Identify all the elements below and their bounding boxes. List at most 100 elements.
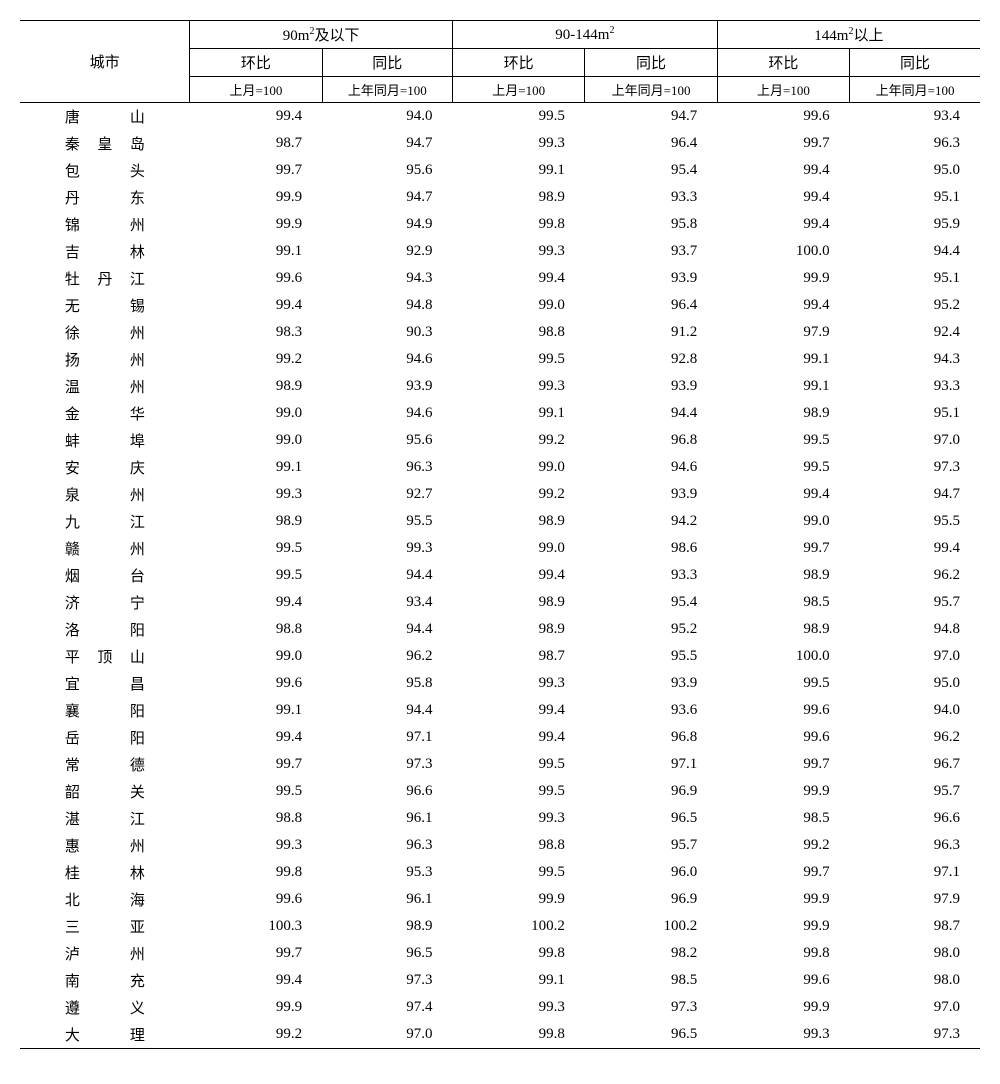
data-cell: 94.7 [585,103,717,131]
subheader-tongbi-2: 上年同月=100 [585,77,717,103]
city-name-label: 秦皇岛 [65,133,145,154]
data-cell: 93.3 [850,373,980,400]
data-cell: 95.2 [850,292,980,319]
data-cell: 93.4 [322,589,452,616]
table-row: 三 亚100.398.9100.2100.299.998.7 [20,913,980,940]
table-row: 湛 江98.896.199.396.598.596.6 [20,805,980,832]
data-cell: 99.6 [190,670,322,697]
data-cell: 98.7 [452,643,584,670]
data-cell: 99.3 [452,805,584,832]
data-cell: 99.4 [190,292,322,319]
city-name-label: 南 充 [65,970,145,991]
table-row: 吉 林99.192.999.393.7100.094.4 [20,238,980,265]
table-header: 城市 90m2及以下 90-144m2 144m2以上 环比 同比 环比 同比 … [20,21,980,103]
data-cell: 99.5 [452,103,584,131]
city-name-label: 三 亚 [65,916,145,937]
data-cell: 94.6 [585,454,717,481]
data-cell: 99.3 [452,130,584,157]
city-cell: 徐 州 [20,319,190,346]
data-cell: 94.3 [322,265,452,292]
table-row: 安 庆99.196.399.094.699.597.3 [20,454,980,481]
data-cell: 99.6 [717,697,849,724]
header-group-90-144: 90-144m2 [452,21,717,49]
header-group-144above: 144m2以上 [717,21,980,49]
data-cell: 100.0 [717,238,849,265]
data-cell: 100.2 [585,913,717,940]
data-cell: 96.7 [850,751,980,778]
city-name-label: 无 锡 [65,295,145,316]
data-cell: 94.0 [850,697,980,724]
header-group-90below: 90m2及以下 [190,21,453,49]
data-cell: 95.4 [585,157,717,184]
data-cell: 98.2 [585,940,717,967]
city-cell: 惠 州 [20,832,190,859]
table-row: 温 州98.993.999.393.999.193.3 [20,373,980,400]
data-cell: 99.9 [717,886,849,913]
city-cell: 南 充 [20,967,190,994]
data-cell: 99.5 [452,859,584,886]
table-row: 九 江98.995.598.994.299.095.5 [20,508,980,535]
city-cell: 金 华 [20,400,190,427]
data-cell: 97.3 [585,994,717,1021]
data-cell: 99.0 [190,400,322,427]
data-cell: 98.5 [717,589,849,616]
data-cell: 96.5 [585,805,717,832]
city-name-label: 平顶山 [65,646,145,667]
data-cell: 95.1 [850,400,980,427]
data-cell: 99.5 [190,535,322,562]
data-cell: 98.0 [850,967,980,994]
data-cell: 99.3 [190,832,322,859]
data-cell: 99.2 [717,832,849,859]
data-cell: 93.9 [322,373,452,400]
data-cell: 96.8 [585,724,717,751]
data-cell: 99.9 [717,994,849,1021]
data-cell: 98.9 [190,373,322,400]
table-row: 遵 义99.997.499.397.399.997.0 [20,994,980,1021]
data-cell: 99.0 [190,643,322,670]
data-cell: 99.9 [452,886,584,913]
table-row: 锦 州99.994.999.895.899.495.9 [20,211,980,238]
subheader-huanbi-2: 上月=100 [452,77,584,103]
data-cell: 99.5 [190,562,322,589]
data-cell: 99.0 [452,292,584,319]
data-cell: 99.3 [322,535,452,562]
table-row: 北 海99.696.199.996.999.997.9 [20,886,980,913]
city-cell: 湛 江 [20,805,190,832]
data-cell: 98.9 [452,184,584,211]
city-cell: 无 锡 [20,292,190,319]
city-cell: 安 庆 [20,454,190,481]
table-row: 牡丹江99.694.399.493.999.995.1 [20,265,980,292]
data-cell: 94.4 [322,562,452,589]
data-cell: 95.0 [850,670,980,697]
data-cell: 99.7 [717,859,849,886]
data-cell: 99.1 [452,967,584,994]
data-cell: 98.8 [452,832,584,859]
data-cell: 99.8 [190,859,322,886]
data-cell: 98.7 [190,130,322,157]
data-cell: 94.4 [585,400,717,427]
city-name-label: 泸 州 [65,943,145,964]
data-cell: 99.9 [190,211,322,238]
city-name-label: 吉 林 [65,241,145,262]
city-name-label: 常 德 [65,754,145,775]
data-cell: 96.3 [322,832,452,859]
data-cell: 95.5 [850,508,980,535]
data-cell: 98.6 [585,535,717,562]
city-name-label: 惠 州 [65,835,145,856]
data-cell: 99.4 [717,292,849,319]
data-cell: 98.3 [190,319,322,346]
city-name-label: 牡丹江 [65,268,145,289]
table-row: 无 锡99.494.899.096.499.495.2 [20,292,980,319]
data-cell: 99.7 [190,940,322,967]
city-cell: 蚌 埠 [20,427,190,454]
city-name-label: 泉 州 [65,484,145,505]
data-cell: 99.0 [452,535,584,562]
data-cell: 93.7 [585,238,717,265]
city-name-label: 九 江 [65,511,145,532]
data-cell: 99.4 [452,724,584,751]
data-cell: 99.5 [190,778,322,805]
data-cell: 99.6 [190,265,322,292]
data-cell: 94.7 [322,130,452,157]
header-tongbi-1: 同比 [322,49,452,77]
table-row: 丹 东99.994.798.993.399.495.1 [20,184,980,211]
